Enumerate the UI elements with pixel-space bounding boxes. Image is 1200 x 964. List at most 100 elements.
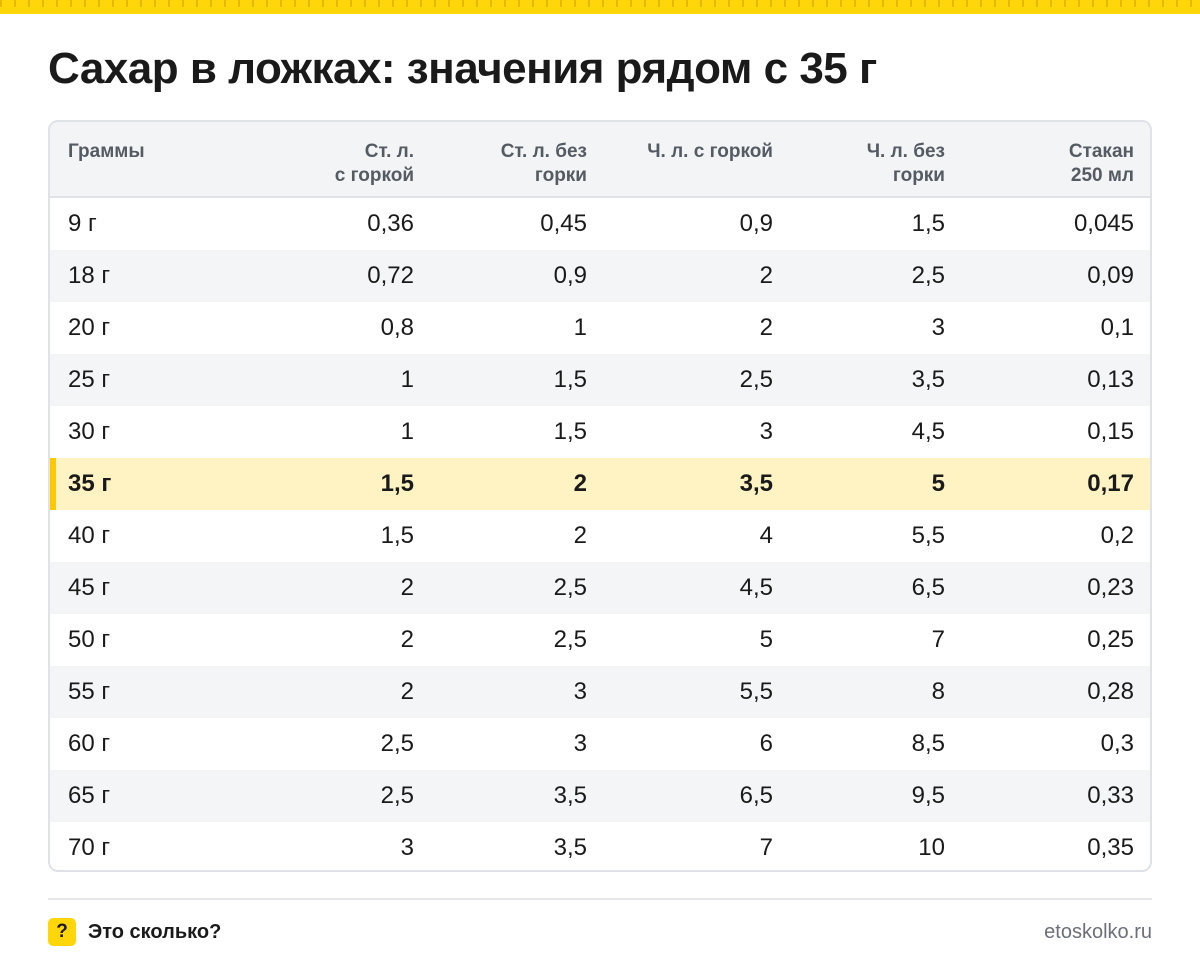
value-cell: 4,5 — [911, 418, 945, 445]
question-icon: ? — [48, 918, 76, 946]
value-cell: 0,2 — [1100, 522, 1134, 549]
site-url: etoskolko.ru — [1044, 921, 1152, 943]
table-row: 25 г 1 1,5 2,5 3,5 0,13 — [50, 354, 1150, 406]
table-row: 18 г 0,72 0,9 2 2,5 0,09 — [50, 250, 1150, 302]
value-cell: 5 — [931, 470, 945, 497]
grams-cell: 55 г — [68, 678, 111, 705]
value-cell: 7 — [759, 834, 773, 861]
value-cell: 0,15 — [1087, 418, 1134, 445]
value-cell: 6 — [759, 730, 773, 757]
value-cell: 2 — [759, 314, 773, 341]
value-cell: 3,5 — [553, 834, 587, 861]
value-cell: 1 — [573, 314, 587, 341]
table-row: 30 г 1 1,5 3 4,5 0,15 — [50, 406, 1150, 458]
value-cell: 3,5 — [739, 470, 773, 497]
grams-cell: 45 г — [68, 574, 111, 601]
table-row: 40 г 1,5 2 4 5,5 0,2 — [50, 510, 1150, 562]
value-cell: 0,09 — [1087, 262, 1134, 289]
value-cell: 6,5 — [739, 782, 773, 809]
table-row-highlighted: 35 г 1,5 2 3,5 5 0,17 — [50, 458, 1150, 510]
value-cell: 0,9 — [553, 262, 587, 289]
value-cell: 1,5 — [553, 418, 587, 445]
value-cell: 2 — [573, 470, 587, 497]
table-row: 55 г 2 3 5,5 8 0,28 — [50, 666, 1150, 718]
value-cell: 5,5 — [911, 522, 945, 549]
value-cell: 0,13 — [1087, 366, 1134, 393]
grams-cell: 65 г — [68, 782, 111, 809]
value-cell: 3 — [400, 834, 414, 861]
value-cell: 0,33 — [1087, 782, 1134, 809]
table-row: 50 г 2 2,5 5 7 0,25 — [50, 614, 1150, 666]
grams-cell: 30 г — [68, 418, 111, 445]
grams-cell: 70 г — [68, 834, 111, 861]
table-row: 65 г 2,5 3,5 6,5 9,5 0,33 — [50, 770, 1150, 822]
value-cell: 3,5 — [911, 366, 945, 393]
value-cell: 1,5 — [380, 522, 414, 549]
grams-cell: 35 г — [68, 470, 112, 497]
column-header-2: Ст. л. без горки — [500, 141, 587, 186]
value-cell: 4 — [759, 522, 773, 549]
value-cell: 3 — [759, 418, 773, 445]
grams-cell: 9 г — [68, 210, 97, 237]
value-cell: 3 — [573, 678, 587, 705]
value-cell: 2,5 — [380, 782, 414, 809]
value-cell: 5 — [759, 626, 773, 653]
value-cell: 2,5 — [553, 626, 587, 653]
value-cell: 0,1 — [1100, 314, 1134, 341]
value-cell: 1,5 — [553, 366, 587, 393]
table-row: 70 г 3 3,5 7 10 0,35 — [50, 822, 1150, 870]
grams-cell: 25 г — [68, 366, 111, 393]
grams-cell: 50 г — [68, 626, 111, 653]
value-cell: 0,72 — [367, 262, 414, 289]
value-cell: 0,3 — [1100, 730, 1134, 757]
grams-cell: 18 г — [68, 262, 111, 289]
value-cell: 1,5 — [911, 210, 945, 237]
value-cell: 0,28 — [1087, 678, 1134, 705]
value-cell: 3,5 — [553, 782, 587, 809]
value-cell: 4,5 — [739, 574, 773, 601]
value-cell: 3 — [931, 314, 945, 341]
brand-name: Это сколько? — [88, 921, 222, 943]
value-cell: 0,25 — [1087, 626, 1134, 653]
value-cell: 2,5 — [553, 574, 587, 601]
value-cell: 2 — [400, 626, 414, 653]
value-cell: 7 — [931, 626, 945, 653]
value-cell: 2,5 — [380, 730, 414, 757]
value-cell: 0,23 — [1087, 574, 1134, 601]
table-row: 45 г 2 2,5 4,5 6,5 0,23 — [50, 562, 1150, 614]
value-cell: 2 — [400, 574, 414, 601]
value-cell: 2 — [759, 262, 773, 289]
value-cell: 2 — [400, 678, 414, 705]
value-cell: 5,5 — [739, 678, 773, 705]
table-header: Граммы Ст. л. с горкой Ст. л. без горки Ч. … — [50, 122, 1150, 198]
value-cell: 0,17 — [1087, 470, 1134, 497]
grams-cell: 20 г — [68, 314, 111, 341]
value-cell: 0,045 — [1073, 210, 1134, 237]
value-cell: 0,36 — [367, 210, 414, 237]
value-cell: 2,5 — [739, 366, 773, 393]
column-header-1: Ст. л. с горкой — [334, 141, 414, 186]
value-cell: 0,8 — [380, 314, 414, 341]
value-cell: 2,5 — [911, 262, 945, 289]
column-header-0: Граммы — [68, 141, 145, 162]
column-header-4: Ч. л. без горки — [866, 141, 945, 186]
value-cell: 6,5 — [911, 574, 945, 601]
value-cell: 0,35 — [1087, 834, 1134, 861]
ruler-top-bar — [0, 0, 1200, 14]
value-cell: 9,5 — [911, 782, 945, 809]
value-cell: 0,9 — [739, 210, 773, 237]
footer-divider — [48, 898, 1152, 900]
value-cell: 10 — [918, 834, 945, 861]
value-cell: 3 — [573, 730, 587, 757]
value-cell: 1 — [400, 366, 414, 393]
value-cell: 8 — [931, 678, 945, 705]
table-row: 20 г 0,8 1 2 3 0,1 — [50, 302, 1150, 354]
conversion-table: Граммы Ст. л. с горкой Ст. л. без горки Ч. … — [48, 120, 1152, 872]
table-body: 9 г 0,36 0,45 0,9 1,5 0,045 18 г 0,72 0,9 2 2,5 0,0… — [50, 198, 1150, 870]
value-cell: 1 — [400, 418, 414, 445]
grams-cell: 60 г — [68, 730, 111, 757]
value-cell: 2 — [573, 522, 587, 549]
column-header-5: Стакан 250 мл — [1068, 141, 1134, 186]
page-title: Сахар в ложках: значения рядом с 35 г — [48, 44, 877, 93]
column-header-3: Ч. л. с горкой — [647, 141, 773, 162]
